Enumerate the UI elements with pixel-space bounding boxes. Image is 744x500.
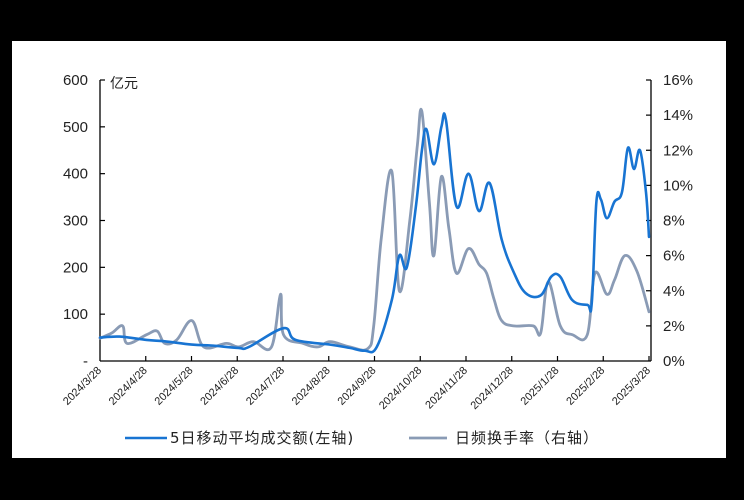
x-tick-label: 2024/9/28 xyxy=(336,365,379,408)
left-tick-label: 300 xyxy=(63,213,88,230)
left-tick-label: - xyxy=(83,353,88,370)
left-tick-label: 400 xyxy=(63,166,88,183)
chart-canvas: - 100 200 300 400 500 600 亿元 0% 2% 4% 6% 8% 10% 12% 14%… xyxy=(12,41,726,458)
x-tick-label: 2024/10/28 xyxy=(377,365,424,412)
series-lines xyxy=(98,107,651,354)
left-tick-label: 200 xyxy=(63,259,88,276)
right-tick-label: 2% xyxy=(663,318,685,335)
right-tick-label: 14% xyxy=(663,107,693,124)
x-tick-label: 2025/3/28 xyxy=(610,365,653,408)
right-tick-label: 6% xyxy=(663,248,685,265)
right-tick-label: 16% xyxy=(663,72,693,89)
right-tick-label: 10% xyxy=(663,177,693,194)
x-tick-label: 2024/3/28 xyxy=(61,365,104,408)
left-tick-label: 500 xyxy=(63,119,88,136)
x-tick-label: 2024/8/28 xyxy=(290,365,333,408)
x-tick-label: 2024/6/28 xyxy=(198,365,241,408)
series-line-daily-turnover-rate xyxy=(98,107,651,352)
x-tick-label: 2025/1/28 xyxy=(519,365,562,408)
right-tick-label: 8% xyxy=(663,213,685,230)
legend-label-turnover: 日频换手率（右轴） xyxy=(455,429,599,447)
x-tick-label: 2024/12/28 xyxy=(468,365,515,412)
x-tick-label: 2025/2/28 xyxy=(564,365,607,408)
x-tick-label: 2024/11/28 xyxy=(423,365,470,412)
x-tick-label: 2024/5/28 xyxy=(153,365,196,408)
axes: - 100 200 300 400 500 600 亿元 0% 2% 4% 6% 8% 10% 12% 14%… xyxy=(61,72,693,412)
right-tick-label: 12% xyxy=(663,142,693,159)
legend-label-ma: 5日移动平均成交额(左轴) xyxy=(170,429,354,447)
left-tick-label: 600 xyxy=(63,72,88,89)
series-line-5d-ma-turnover-amount xyxy=(98,112,651,354)
right-tick-label: 4% xyxy=(663,283,685,300)
x-tick-label: 2024/7/28 xyxy=(244,365,287,408)
left-tick-label: 100 xyxy=(63,306,88,323)
x-tick-label: 2024/4/28 xyxy=(107,365,150,408)
left-axis-unit-label: 亿元 xyxy=(110,76,138,92)
legend: 5日移动平均成交额(左轴) 日频换手率（右轴） xyxy=(125,429,599,447)
right-tick-label: 0% xyxy=(663,353,685,370)
dual-axis-line-chart: - 100 200 300 400 500 600 亿元 0% 2% 4% 6% 8% 10% 12% 14%… xyxy=(61,72,693,447)
